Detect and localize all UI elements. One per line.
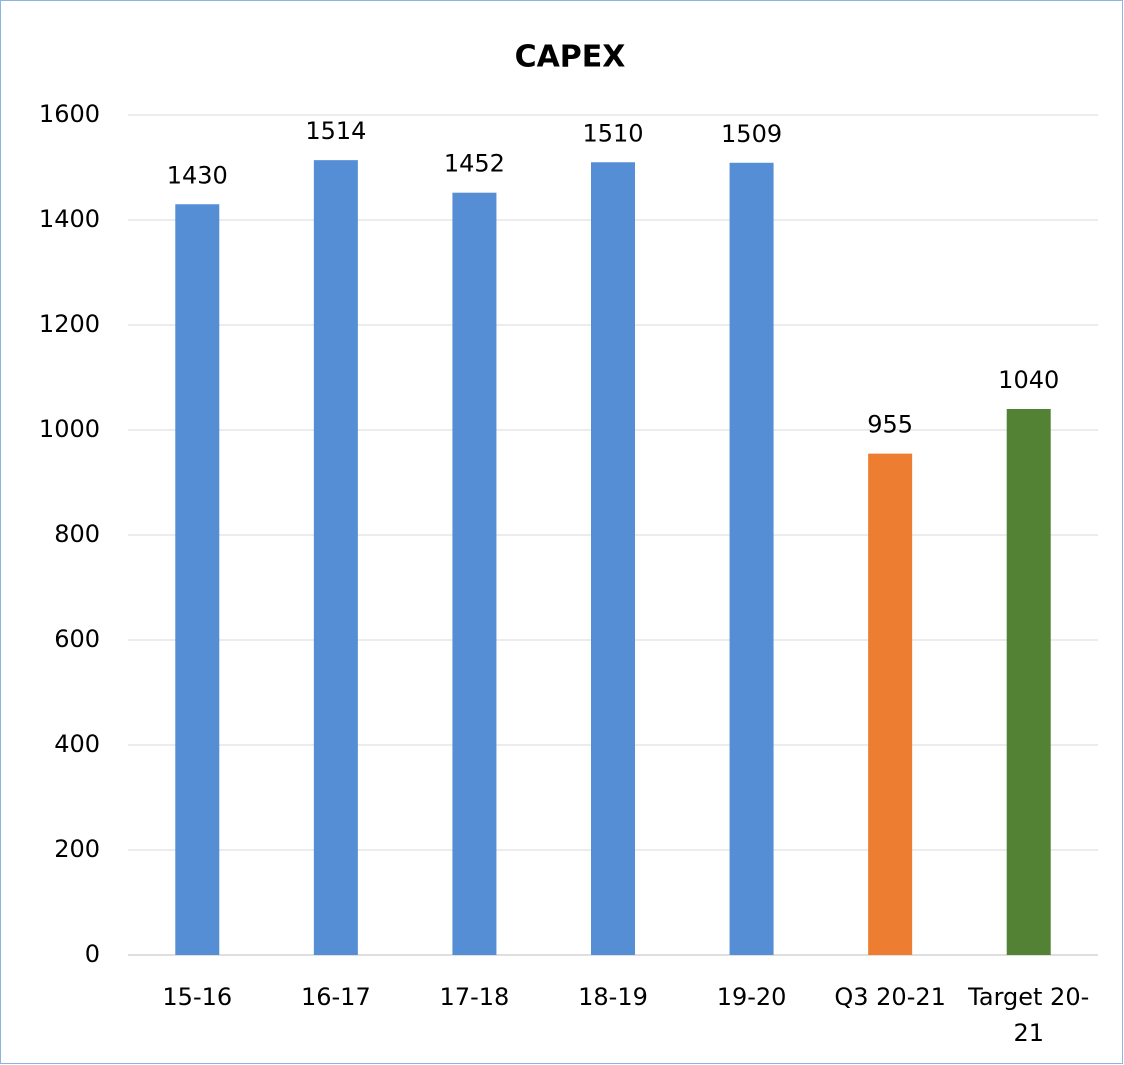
y-tick-label: 1200 xyxy=(39,310,100,338)
y-tick-label: 200 xyxy=(54,835,100,863)
y-tick-label: 400 xyxy=(54,730,100,758)
data-label: 1452 xyxy=(444,150,505,178)
data-label: 1510 xyxy=(582,119,643,147)
y-tick-label: 600 xyxy=(54,625,100,653)
bar xyxy=(175,204,220,955)
bar xyxy=(729,162,774,955)
data-label: 1509 xyxy=(721,120,782,148)
y-tick-label: 1600 xyxy=(39,100,100,128)
bar xyxy=(452,192,497,955)
chart-title: CAPEX xyxy=(515,40,626,75)
x-tick-label: Target 20-21 xyxy=(967,983,1089,1047)
y-tick-label: 0 xyxy=(85,940,100,968)
data-label: 1514 xyxy=(305,117,366,145)
y-tick-label: 800 xyxy=(54,520,100,548)
x-tick-label: 17-18 xyxy=(440,983,510,1011)
data-label: 1040 xyxy=(998,366,1059,394)
bar xyxy=(1006,409,1051,955)
y-tick-label: 1000 xyxy=(39,415,100,443)
x-tick-label: Q3 20-21 xyxy=(834,983,946,1011)
data-label: 1430 xyxy=(167,161,228,189)
x-tick-label: 15-16 xyxy=(162,983,232,1011)
y-tick-label: 1400 xyxy=(39,205,100,233)
x-tick-label: 16-17 xyxy=(301,983,371,1011)
bar xyxy=(868,453,913,955)
bar xyxy=(591,162,635,955)
data-label: 955 xyxy=(867,411,913,439)
bar xyxy=(313,160,358,955)
x-tick-label: 19-20 xyxy=(717,983,787,1011)
x-tick-label: 18-19 xyxy=(578,983,648,1011)
